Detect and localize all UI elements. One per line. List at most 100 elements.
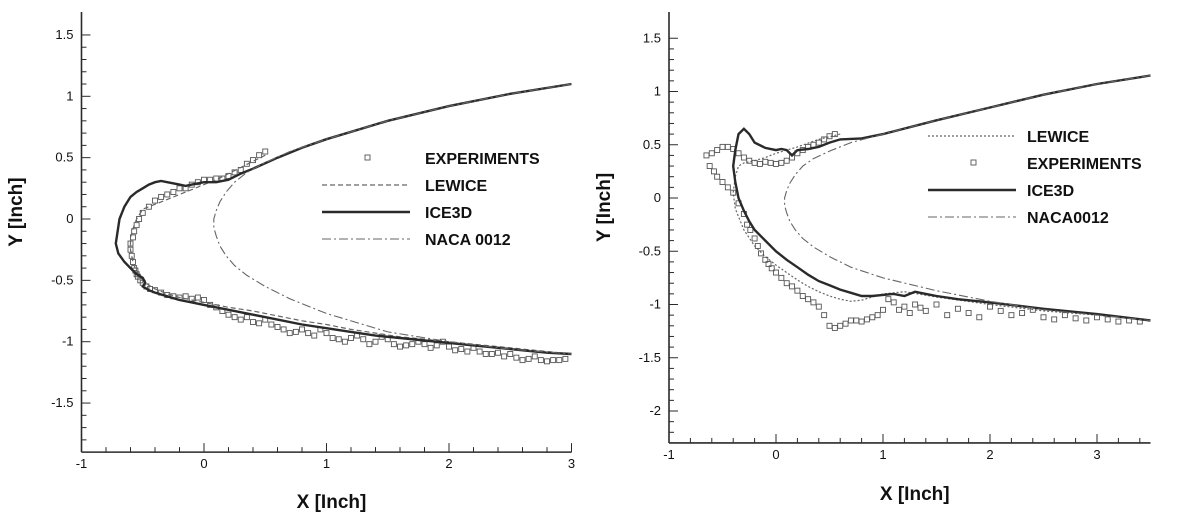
- legend-label: LEWICE: [1027, 129, 1090, 146]
- data-point: [501, 353, 508, 360]
- data-point: [714, 173, 721, 180]
- data-point: [176, 185, 183, 192]
- data-point: [372, 338, 379, 345]
- series-line: [784, 74, 1151, 322]
- y-tick-label: -1: [62, 334, 74, 349]
- data-point: [194, 294, 201, 301]
- data-point: [145, 203, 152, 210]
- data-point: [268, 321, 275, 328]
- data-point: [799, 293, 806, 299]
- x-tick-label: 1: [879, 447, 886, 462]
- data-point: [513, 354, 520, 361]
- data-point: [366, 341, 373, 348]
- data-point: [1104, 316, 1111, 323]
- data-point: [778, 159, 785, 166]
- data-point: [744, 221, 751, 228]
- data-point: [231, 169, 238, 176]
- data-point: [842, 320, 849, 327]
- x-axis-title: X [Inch]: [880, 484, 950, 505]
- x-tick-label: 2: [445, 456, 452, 471]
- data-point: [286, 330, 293, 337]
- data-point: [987, 303, 993, 310]
- data-point: [768, 265, 775, 272]
- y-tick-label: -1.5: [639, 350, 661, 365]
- y-tick-label: 0: [654, 190, 661, 205]
- data-point: [821, 136, 828, 143]
- data-point: [703, 152, 710, 159]
- legend-label: ICE3D: [425, 205, 472, 222]
- data-point: [262, 148, 269, 155]
- data-point: [544, 358, 550, 365]
- data-point: [433, 342, 440, 349]
- data-point: [917, 304, 924, 311]
- series-ice3d: [114, 82, 572, 356]
- data-point: [847, 317, 854, 324]
- legend-label: NACA0012: [1027, 210, 1109, 227]
- data-point: [714, 147, 721, 154]
- legend-label: EXPERIMENTS: [425, 151, 540, 168]
- data-point: [810, 299, 817, 306]
- chart-2: 1.5 1 0.5 0 -0.5 -1 -1.5 -2 -1 0 1 2 3 X [Inch] Y [Inc…: [594, 12, 1151, 505]
- data-point: [329, 335, 336, 341]
- data-point: [225, 311, 232, 318]
- data-point: [1051, 316, 1058, 323]
- data-point: [311, 332, 318, 339]
- data-point: [730, 189, 737, 196]
- data-point: [495, 349, 501, 356]
- series-experiments: [127, 148, 569, 365]
- data-point: [724, 184, 731, 191]
- x-tick-label: 0: [200, 456, 207, 471]
- data-point: [133, 222, 140, 229]
- data-point: [519, 357, 526, 364]
- y-tick-label: -0.5: [639, 243, 661, 258]
- data-point: [537, 357, 544, 364]
- data-point: [853, 317, 860, 324]
- data-point: [906, 310, 913, 316]
- data-point: [783, 280, 790, 287]
- data-point: [826, 133, 833, 140]
- data-point: [397, 343, 403, 350]
- data-point: [136, 216, 143, 222]
- data-point: [896, 306, 902, 313]
- data-point: [403, 342, 410, 349]
- data-point: [708, 150, 715, 157]
- data-point: [427, 344, 434, 351]
- legend-label: LEWICE: [425, 178, 488, 195]
- data-point: [256, 152, 263, 159]
- data-point: [237, 316, 244, 323]
- data-point: [762, 158, 769, 165]
- y-tick-label: 0.5: [55, 150, 73, 165]
- data-point: [323, 330, 330, 337]
- data-point: [1115, 318, 1122, 325]
- data-point: [348, 335, 354, 341]
- series-line: [731, 74, 1151, 322]
- legend-symbol: [970, 159, 977, 166]
- chart-1: 1.5 1 0.5 0 -0.5 -1 -1.5 -1 0 1 2 3 X [Inch] Y [Inch]…: [6, 12, 575, 513]
- data-point: [1061, 312, 1068, 319]
- data-point: [280, 326, 287, 333]
- data-point: [758, 250, 764, 257]
- data-point: [821, 312, 828, 319]
- data-point: [170, 189, 177, 195]
- data-point: [452, 347, 459, 354]
- data-point: [1072, 315, 1079, 322]
- data-point: [706, 163, 713, 170]
- data-point: [869, 314, 876, 321]
- data-point: [409, 341, 416, 348]
- y-tick-label: -1: [649, 297, 661, 312]
- data-point: [341, 338, 348, 345]
- y-tick-label: 0: [66, 211, 73, 226]
- data-point: [531, 353, 538, 360]
- data-point: [550, 357, 557, 364]
- x-tick-label: 0: [772, 447, 779, 462]
- y-tick-label: 1: [654, 84, 661, 99]
- data-point: [562, 355, 569, 362]
- data-point: [335, 336, 342, 343]
- data-point: [740, 154, 747, 161]
- data-point: [724, 143, 731, 150]
- series-naca-0012: [213, 83, 572, 355]
- data-point: [735, 150, 742, 157]
- legend: EXPERIMENTS LEWICE ICE3D NACA 0012: [322, 151, 540, 249]
- data-point: [783, 157, 790, 164]
- y-axis-title: Y [Inch]: [6, 177, 27, 246]
